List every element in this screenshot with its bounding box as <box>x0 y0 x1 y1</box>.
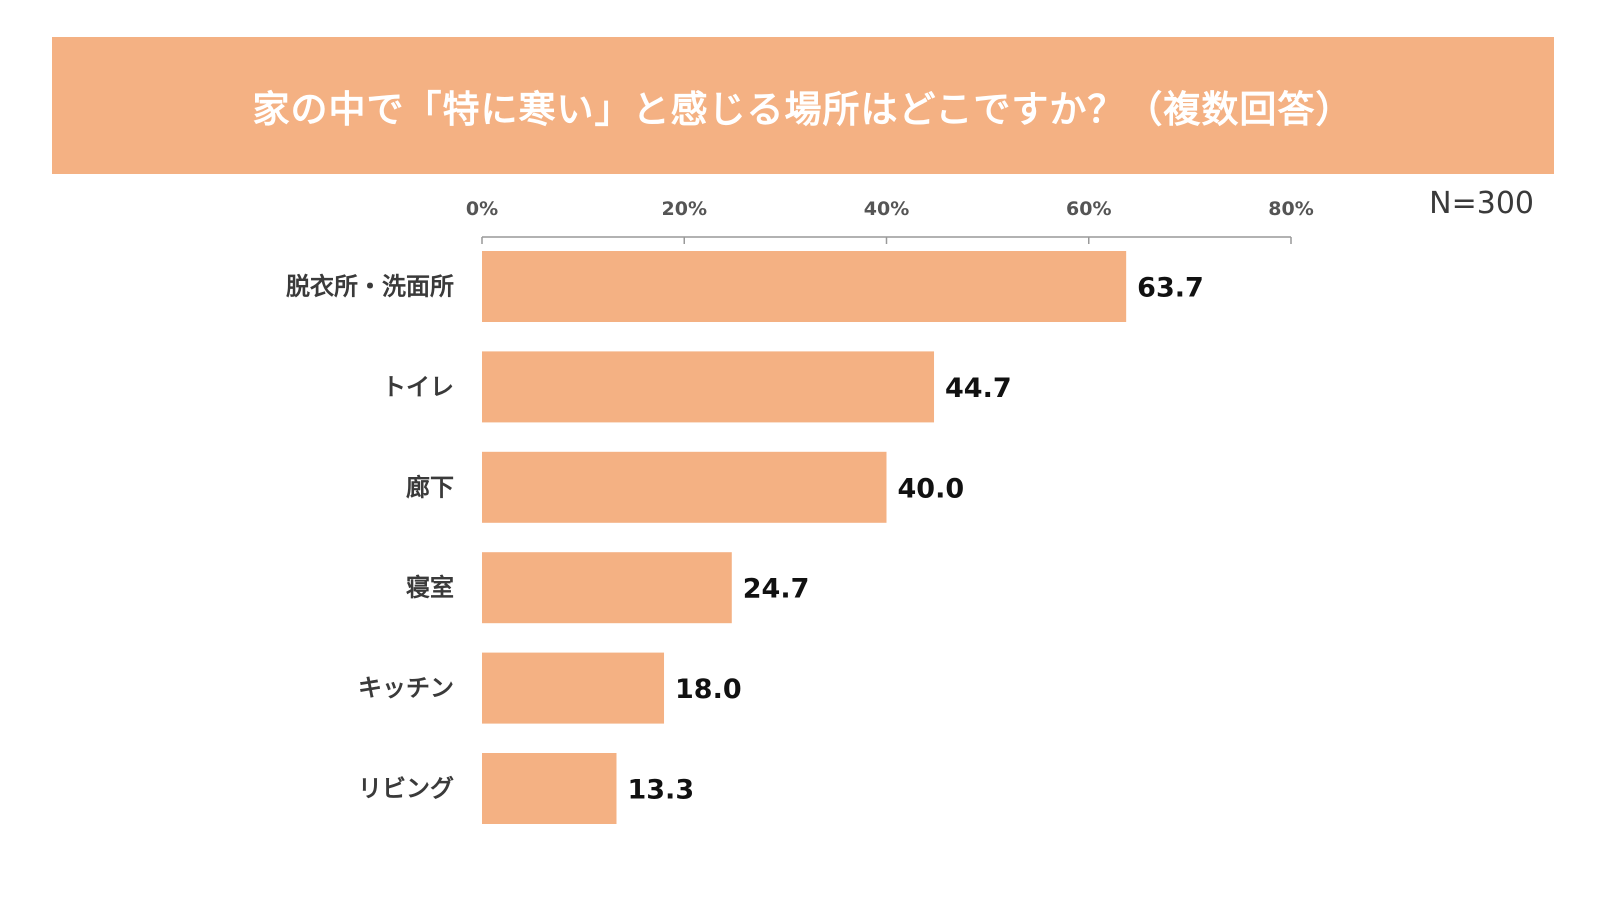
data-label: 13.3 <box>627 775 694 806</box>
bar <box>482 552 732 624</box>
title-banner: 家の中で「特に寒い」と感じる場所はどこですか？（複数回答） <box>52 37 1554 174</box>
x-tick-label: 20% <box>662 198 707 220</box>
bar <box>482 351 935 423</box>
category-label: キッチン <box>358 674 454 702</box>
data-label: 40.0 <box>898 473 965 504</box>
bar <box>482 451 887 523</box>
sample-size-label: N=300 <box>1429 186 1534 221</box>
bar <box>482 753 617 824</box>
data-label: 63.7 <box>1137 273 1204 304</box>
bars: 脱衣所・洗面所 63.7 トイレ 44.7 廊下 40.0 寝室 24.7 キッチン 18.0 リビ… <box>286 251 1204 824</box>
data-label: 44.7 <box>945 373 1012 404</box>
category-label: 廊下 <box>406 473 454 501</box>
x-axis: 0% 20% 40% 60% 80% <box>466 198 1314 244</box>
x-tick-label: 0% <box>466 198 498 220</box>
category-label: トイレ <box>382 373 454 401</box>
data-label: 18.0 <box>675 674 742 705</box>
data-label: 24.7 <box>743 574 810 605</box>
x-tick-label: 60% <box>1066 198 1111 220</box>
category-label: リビング <box>358 775 454 803</box>
bar <box>482 652 665 724</box>
category-label: 寝室 <box>406 574 454 602</box>
category-label: 脱衣所・洗面所 <box>286 273 454 301</box>
x-tick-label: 40% <box>864 198 909 220</box>
bar <box>482 251 1127 322</box>
x-tick-label: 80% <box>1268 198 1313 220</box>
chart-title: 家の中で「特に寒い」と感じる場所はどこですか？（複数回答） <box>252 87 1354 131</box>
